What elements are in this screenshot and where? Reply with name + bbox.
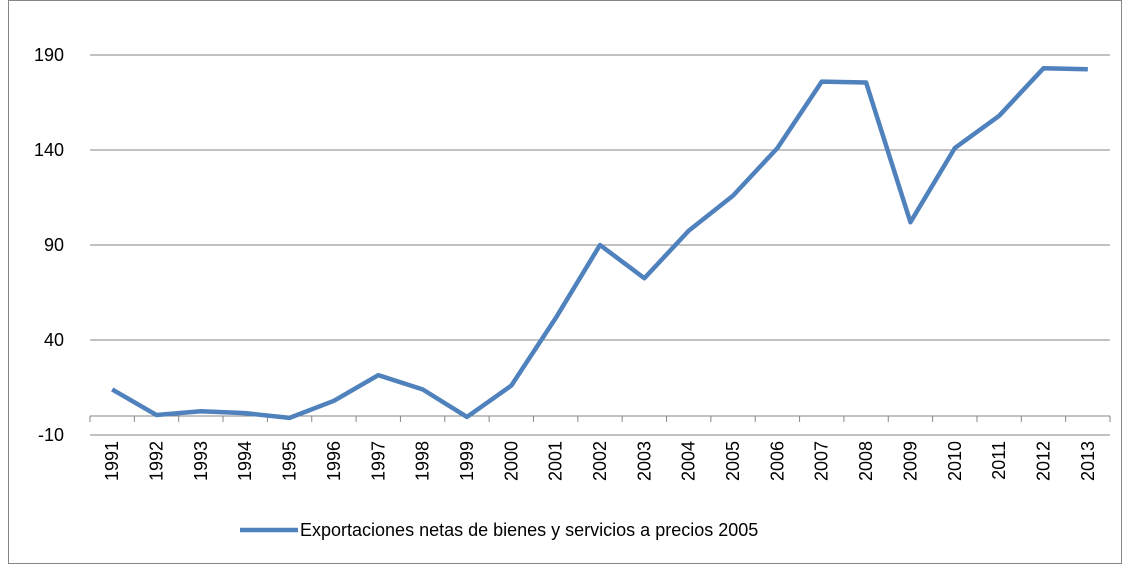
chart-frame	[8, 0, 1122, 564]
x-tick-label: 2007	[812, 441, 832, 481]
x-tick-label: 1995	[280, 441, 300, 481]
x-tick-label: 2011	[989, 441, 1009, 480]
x-tick-label: 2000	[501, 441, 521, 481]
x-tick-label: 2004	[679, 441, 699, 481]
x-tick-label: 1996	[324, 441, 344, 481]
y-tick-label: -10	[38, 425, 64, 445]
x-tick-label: 2003	[634, 441, 654, 481]
x-tick-label: 2005	[723, 441, 743, 481]
x-tick-label: 1991	[102, 441, 122, 481]
x-tick-label: 2006	[767, 441, 787, 481]
x-tick-label: 1997	[368, 441, 388, 481]
x-tick-label: 2002	[590, 441, 610, 481]
x-tick-label: 1993	[191, 441, 211, 481]
y-tick-label: 90	[44, 235, 64, 255]
x-tick-label: 2008	[856, 441, 876, 481]
data-line	[111, 66, 1088, 421]
x-tick-label: 2010	[945, 441, 965, 481]
x-tick-label: 1992	[147, 441, 167, 481]
y-tick-label: 40	[44, 330, 64, 350]
y-tick-label: 140	[34, 140, 64, 160]
x-tick-label: 2001	[546, 441, 566, 481]
x-tick-label: 2009	[900, 441, 920, 481]
x-tick-label: 2012	[1033, 441, 1053, 481]
x-tick-label: 2013	[1078, 441, 1098, 481]
x-tick-label: 1994	[235, 441, 255, 481]
y-tick-label: 190	[34, 45, 64, 65]
x-tick-label: 1999	[457, 441, 477, 481]
x-tick-label: 1998	[413, 441, 433, 481]
legend-label: Exportaciones netas de bienes y servicio…	[300, 520, 758, 540]
